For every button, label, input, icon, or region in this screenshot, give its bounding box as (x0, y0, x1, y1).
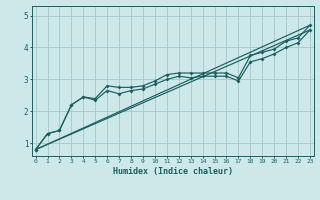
X-axis label: Humidex (Indice chaleur): Humidex (Indice chaleur) (113, 167, 233, 176)
